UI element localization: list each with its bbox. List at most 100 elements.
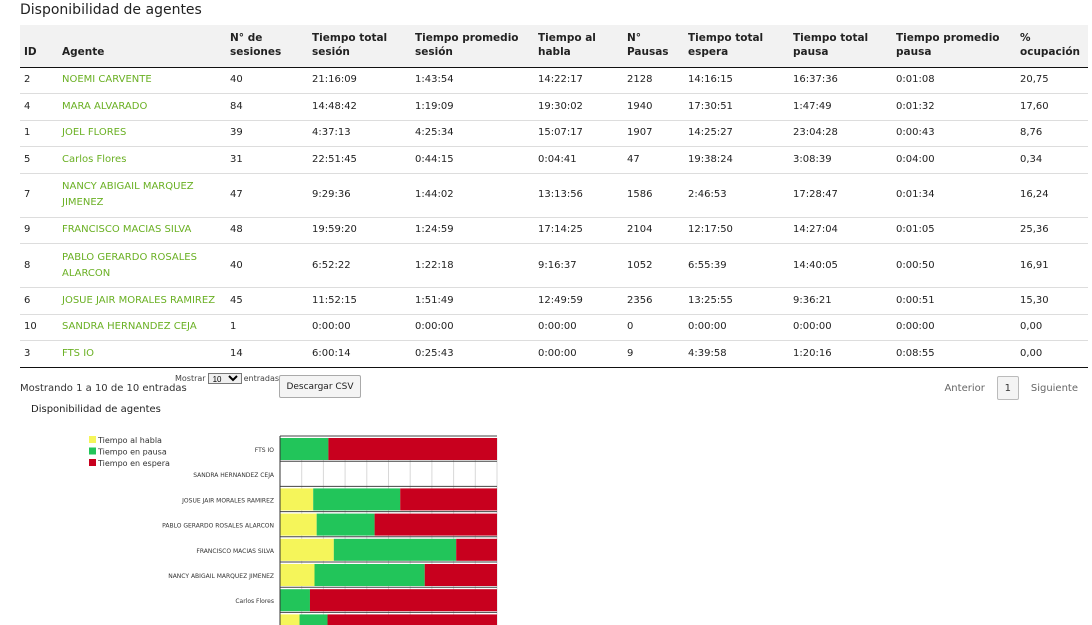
cell-id: 10 [20, 313, 58, 341]
table-row: 3 FTS IO 14 6:00:14 0:25:43 0:00:00 9 4:39:58 1:… [20, 340, 1088, 368]
cell-pausas: 1940 [623, 93, 684, 120]
page-length-select[interactable]: 10 [207, 373, 242, 384]
show-suffix: entradas [243, 374, 280, 383]
legend-label: Tiempo al habla [97, 436, 162, 445]
pagination: Anterior 1 Siguiente [944, 376, 1078, 400]
header-tiempo-habla[interactable]: Tiempo al habla [534, 25, 623, 68]
header-tiempo-promedio-sesion[interactable]: Tiempo promedio sesión [411, 25, 534, 68]
cell-tiempo-promedio-sesion: 0:25:43 [411, 340, 534, 368]
cell-tiempo-habla: 14:22:17 [534, 66, 623, 94]
cell-tiempo-habla: 19:30:02 [534, 93, 623, 120]
cell-ocupacion: 16,24 [1016, 172, 1088, 217]
cell-tiempo-total-sesion: 11:52:15 [308, 287, 411, 314]
cell-tiempo-promedio-sesion: 0:00:00 [411, 313, 534, 341]
cell-sesiones: 45 [226, 287, 308, 314]
cell-pausas: 1907 [623, 119, 684, 147]
cell-tiempo-promedio-sesion: 1:44:02 [411, 172, 534, 217]
availability-chart: FTS IO SANDRA HERNANDEZ CEJA JOSUE JAIR MO… [89, 435, 498, 625]
cell-tiempo-total-espera: 14:25:27 [684, 119, 789, 147]
cell-tiempo-total-espera: 4:39:58 [684, 340, 789, 368]
cell-tiempo-total-pausa: 3:08:39 [789, 146, 892, 173]
cell-ocupacion: 15,30 [1016, 287, 1088, 314]
cell-ocupacion: 0,34 [1016, 146, 1088, 173]
header-tiempo-total-espera[interactable]: Tiempo total espera [684, 25, 789, 68]
cell-tiempo-promedio-pausa: 0:00:43 [892, 119, 1016, 147]
header-ocupacion[interactable]: % ocupación [1016, 25, 1088, 68]
cell-sesiones: 40 [226, 243, 308, 288]
cell-tiempo-promedio-sesion: 0:44:15 [411, 146, 534, 173]
next-page-button[interactable]: Siguiente [1030, 382, 1078, 394]
cell-agente[interactable]: NANCY ABIGAIL MARQUEZ JIMENEZ [58, 172, 226, 217]
bar-segment [400, 488, 497, 511]
download-csv-button[interactable]: Descargar CSV [279, 375, 361, 398]
cell-id: 5 [20, 146, 58, 173]
cell-tiempo-total-espera: 2:46:53 [684, 172, 789, 217]
header-sesiones[interactable]: N° de sesiones [226, 25, 308, 68]
bar-segment [333, 538, 457, 561]
cell-agente[interactable]: JOSUE JAIR MORALES RAMIREZ [58, 287, 226, 314]
cell-tiempo-total-pausa: 1:20:16 [789, 340, 892, 368]
cell-agente[interactable]: FTS IO [58, 340, 226, 368]
cell-pausas: 2356 [623, 287, 684, 314]
header-tiempo-total-pausa[interactable]: Tiempo total pausa [789, 25, 892, 68]
cell-tiempo-promedio-pausa: 0:01:32 [892, 93, 1016, 120]
cell-tiempo-habla: 12:49:59 [534, 287, 623, 314]
cell-tiempo-total-pausa: 14:27:04 [789, 216, 892, 244]
header-agente[interactable]: Agente [58, 25, 226, 68]
legend-swatch [89, 459, 96, 466]
cell-ocupacion: 20,75 [1016, 66, 1088, 94]
cell-agente[interactable]: Carlos Flores [58, 146, 226, 173]
header-tiempo-promedio-pausa[interactable]: Tiempo promedio pausa [892, 25, 1016, 68]
cell-tiempo-habla: 0:04:41 [534, 146, 623, 173]
cell-pausas: 1586 [623, 172, 684, 217]
cell-tiempo-total-pausa: 17:28:47 [789, 172, 892, 217]
cell-tiempo-total-pausa: 16:37:36 [789, 66, 892, 94]
cell-tiempo-total-sesion: 6:00:14 [308, 340, 411, 368]
page-1-button[interactable]: 1 [996, 376, 1019, 400]
bar-segment [327, 614, 497, 625]
y-tick-label: Carlos Flores [235, 598, 274, 605]
header-pausas[interactable]: N° Pausas [623, 25, 684, 68]
cell-tiempo-habla: 15:07:17 [534, 119, 623, 147]
prev-page-button[interactable]: Anterior [944, 382, 985, 394]
bar-segment [328, 438, 497, 460]
cell-ocupacion: 17,60 [1016, 93, 1088, 120]
cell-sesiones: 47 [226, 172, 308, 217]
cell-tiempo-habla: 17:14:25 [534, 216, 623, 244]
cell-sesiones: 39 [226, 119, 308, 147]
cell-ocupacion: 16,91 [1016, 243, 1088, 288]
agents-table: ID Agente N° de sesiones Tiempo total se… [20, 25, 1088, 368]
cell-sesiones: 14 [226, 340, 308, 368]
cell-agente[interactable]: NOEMI CARVENTE [58, 66, 226, 94]
cell-id: 2 [20, 66, 58, 94]
cell-tiempo-promedio-sesion: 1:19:09 [411, 93, 534, 120]
cell-tiempo-promedio-pausa: 0:01:08 [892, 66, 1016, 94]
table-row: 2 NOEMI CARVENTE 40 21:16:09 1:43:54 14:22:17… [20, 66, 1088, 94]
cell-agente[interactable]: MARA ALVARADO [58, 93, 226, 120]
chart-title: Disponibilidad de agentes [31, 404, 161, 415]
cell-tiempo-total-pausa: 0:00:00 [789, 313, 892, 341]
bar-segment [280, 513, 317, 536]
cell-ocupacion: 25,36 [1016, 216, 1088, 244]
cell-id: 4 [20, 93, 58, 120]
y-tick-label: NANCY ABIGAIL MARQUEZ JIMENEZ [168, 573, 274, 580]
bar-segment [280, 488, 314, 511]
cell-agente[interactable]: SANDRA HERNANDEZ CEJA [58, 313, 226, 341]
cell-tiempo-promedio-sesion: 1:22:18 [411, 243, 534, 288]
cell-id: 8 [20, 243, 58, 288]
bar-segment [299, 614, 328, 625]
header-id[interactable]: ID [20, 25, 58, 68]
cell-ocupacion: 0,00 [1016, 313, 1088, 341]
cell-tiempo-promedio-pausa: 0:00:50 [892, 243, 1016, 288]
y-tick-label: PABLO GERARDO ROSALES ALARCON [162, 523, 274, 530]
cell-agente[interactable]: FRANCISCO MACIAS SILVA [58, 216, 226, 244]
legend-swatch [89, 447, 96, 455]
header-tiempo-total-sesion[interactable]: Tiempo total sesión [308, 25, 411, 68]
cell-tiempo-promedio-pausa: 0:01:05 [892, 216, 1016, 244]
table-header-row: ID Agente N° de sesiones Tiempo total se… [20, 25, 1088, 68]
bar-segment [316, 513, 375, 536]
cell-agente[interactable]: JOEL FLORES [58, 119, 226, 147]
cell-ocupacion: 8,76 [1016, 119, 1088, 147]
cell-tiempo-habla: 9:16:37 [534, 243, 623, 288]
cell-agente[interactable]: PABLO GERARDO ROSALES ALARCON [58, 243, 226, 288]
